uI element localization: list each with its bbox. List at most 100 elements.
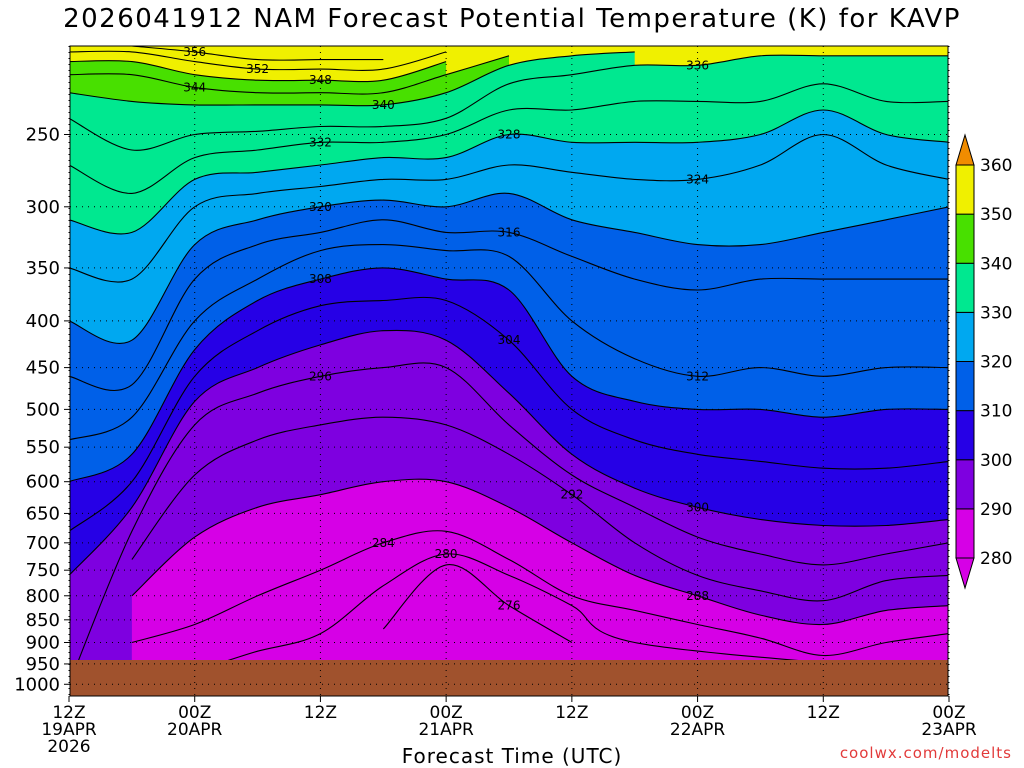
ytick-label-1000: 1000 (14, 674, 60, 695)
filled-contours (70, 46, 948, 696)
ytick-label-700: 700 (26, 533, 60, 554)
contour-label-312: 312 (686, 369, 709, 383)
colorbar-label-340: 340 (980, 254, 1012, 274)
colorbar-label-360: 360 (980, 156, 1012, 176)
ytick-label-250: 250 (26, 124, 60, 145)
contour-label-300: 300 (686, 500, 709, 514)
xtick-label-7-1: 23APR (921, 720, 977, 740)
colorbar-cap-low (955, 557, 975, 590)
terrain-surface (70, 660, 948, 696)
xtick-label-7-0: 00Z (932, 703, 965, 723)
xtick-label-1-1: 20APR (167, 720, 223, 740)
colorbar-label-350: 350 (980, 205, 1012, 225)
plot-frame (69, 45, 949, 697)
isentrope-288 (131, 478, 948, 626)
xtick-label-0-0: 12Z (52, 703, 85, 723)
contour-label-308: 308 (309, 272, 332, 286)
xtick-label-4-0: 12Z (555, 703, 588, 723)
colorbar-seg-2 (955, 410, 975, 461)
xtick-label-5-0: 00Z (681, 703, 714, 723)
colorbar-seg-5 (955, 262, 975, 313)
contour-label-276: 276 (498, 599, 521, 613)
colorbar-seg-7 (955, 164, 975, 215)
colorbar: 280 290 300 310 320 330 340 350 360 (955, 133, 1012, 590)
ytick-label-350: 350 (26, 258, 60, 279)
isentrope-316 (70, 219, 948, 391)
isentrope-320 (70, 192, 948, 344)
xtick-label-0-2: 2026 (47, 737, 90, 757)
isentrope-324 (70, 133, 948, 283)
contour-label-352: 352 (246, 62, 269, 76)
contour-label-304: 304 (498, 333, 521, 347)
contour-label-336: 336 (686, 58, 709, 72)
contour-label-280: 280 (435, 547, 458, 561)
contour-label-344: 344 (183, 80, 206, 94)
contour-label-348: 348 (309, 73, 332, 87)
contour-label-296: 296 (309, 369, 332, 383)
isentrope-296 (70, 362, 948, 684)
credit-link[interactable]: coolwx.com/modelts (839, 744, 1012, 762)
y-axis-ticks: 2503003504004505005506006507007508008509… (14, 124, 70, 695)
colorbar-label-310: 310 (980, 402, 1012, 422)
colorbar-seg-1 (955, 459, 975, 510)
ytick-label-500: 500 (26, 399, 60, 420)
ytick-label-900: 900 (26, 632, 60, 653)
colorbar-label-330: 330 (980, 303, 1012, 323)
isentrope-308 (70, 267, 948, 482)
contour-label-324: 324 (686, 172, 709, 186)
contour-label-328: 328 (498, 128, 521, 142)
colorbar-seg-6 (955, 213, 975, 264)
isentrope-312 (70, 244, 948, 441)
colorbar-label-320: 320 (980, 353, 1012, 373)
contour-label-332: 332 (309, 135, 332, 149)
ytick-label-600: 600 (26, 472, 60, 493)
isentrope-344 (70, 55, 510, 95)
xtick-label-3-0: 00Z (430, 703, 463, 723)
ytick-label-950: 950 (26, 654, 60, 675)
xtick-label-1-0: 00Z (178, 703, 211, 723)
ytick-label-400: 400 (26, 311, 60, 332)
contour-label-288: 288 (686, 589, 709, 603)
colorbar-label-280: 280 (980, 549, 1012, 569)
contour-label-316: 316 (498, 225, 521, 239)
colorbar-cap-high (955, 133, 975, 166)
isentrope-332 (70, 83, 948, 194)
isentrope-300 (70, 329, 948, 576)
isentrope-340 (70, 51, 635, 107)
isentrope-284 (131, 530, 948, 657)
isentrope-276 (382, 564, 573, 643)
contour-label-284: 284 (372, 536, 395, 550)
colorbar-label-300: 300 (980, 451, 1012, 471)
dotted-grid (68, 46, 950, 696)
xtick-label-2-0: 12Z (304, 703, 337, 723)
ytick-label-750: 750 (26, 560, 60, 581)
ytick-label-850: 850 (26, 610, 60, 631)
colorbar-seg-4 (955, 311, 975, 362)
x-axis-title: Forecast Time (UTC) (401, 744, 623, 768)
colorbar-seg-3 (955, 361, 975, 412)
contour-label-320: 320 (309, 200, 332, 214)
colorbar-seg-0 (955, 508, 975, 559)
contour-label-356: 356 (183, 45, 206, 59)
contour-labels: 356 352 348 344 340 336 332 328 324 320 316 312 308 3… (183, 45, 709, 613)
xtick-label-5-1: 22APR (670, 720, 726, 740)
ytick-label-300: 300 (26, 197, 60, 218)
isentrope-lines (70, 46, 948, 684)
isentrope-352 (70, 50, 447, 71)
isentrope-336 (70, 54, 948, 151)
ytick-label-450: 450 (26, 358, 60, 379)
xtick-label-6-0: 12Z (807, 703, 840, 723)
xtick-label-3-1: 21APR (418, 720, 474, 740)
ytick-label-550: 550 (26, 437, 60, 458)
contour-label-340: 340 (372, 98, 395, 112)
xtick-label-0-1: 19APR (41, 720, 97, 740)
chart-title: 2026041912 NAM Forecast Potential Temper… (63, 4, 961, 34)
colorbar-label-290: 290 (980, 500, 1012, 520)
ytick-label-800: 800 (26, 586, 60, 607)
isentrope-356 (131, 46, 384, 61)
contour-label-292: 292 (560, 488, 583, 502)
isentrope-348 (70, 60, 447, 83)
ytick-label-650: 650 (26, 503, 60, 524)
